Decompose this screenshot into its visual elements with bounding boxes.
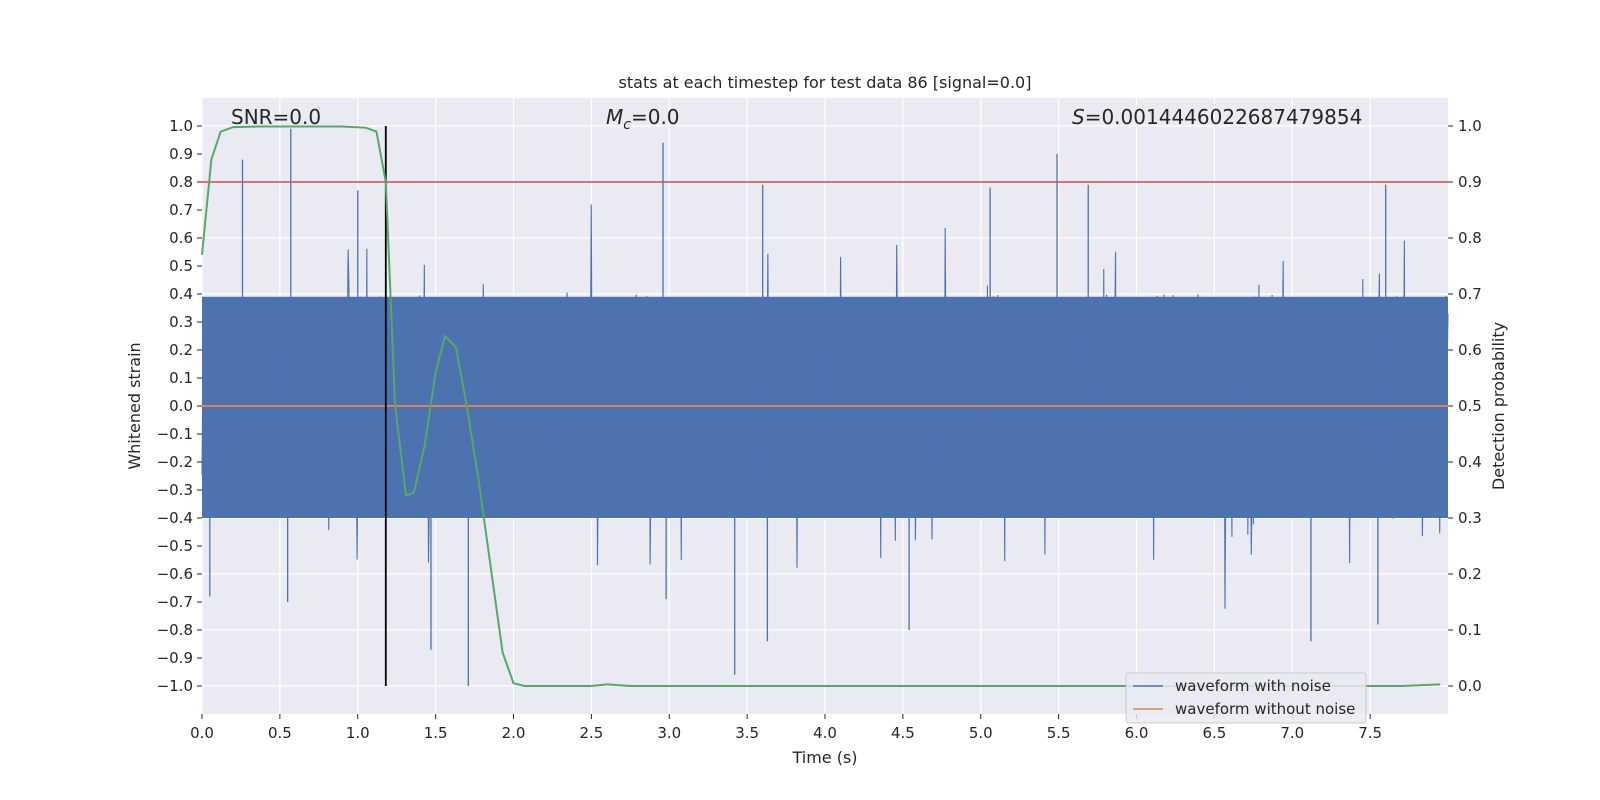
mc-annotation: Mc=0.0 xyxy=(606,105,680,133)
y-tick-label: −1.0 xyxy=(157,677,193,695)
y-tick-label: 1.0 xyxy=(169,117,193,135)
y2-tick-label: 0.9 xyxy=(1458,173,1482,191)
x-tick-label: 5.0 xyxy=(969,724,993,742)
x-axis-label: Time (s) xyxy=(791,748,857,767)
x-tick-label: 3.5 xyxy=(735,724,759,742)
y-tick-label: 0.3 xyxy=(169,313,193,331)
y-tick-label: 0.1 xyxy=(169,369,193,387)
y-tick-label: 0.0 xyxy=(169,397,193,415)
mc-value: =0.0 xyxy=(631,105,680,129)
y-axis-label: Whitened strain xyxy=(125,342,144,469)
snr-annotation: SNR=0.0 xyxy=(231,105,321,129)
x-tick-label: 2.0 xyxy=(502,724,526,742)
y-tick-label: 0.4 xyxy=(169,285,193,303)
s-symbol: S xyxy=(1072,105,1085,129)
y-axis-ticks: 1.0 0.9 0.8 0.7 0.6 0.5 0.4 0.3 0.2 0.1 0.0 −0.1 −0.… xyxy=(157,117,202,695)
y-tick-label: 0.2 xyxy=(169,341,193,359)
detection-probability-line xyxy=(201,125,1441,687)
y2-tick-label: 0.8 xyxy=(1458,229,1482,247)
x-tick-label: 3.0 xyxy=(657,724,681,742)
y2-tick-label: 0.6 xyxy=(1458,341,1482,359)
x-tick-label: 4.5 xyxy=(891,724,915,742)
y-tick-label: −0.3 xyxy=(157,481,193,499)
x-tick-label: 0.0 xyxy=(190,724,214,742)
legend-box xyxy=(1125,672,1367,724)
y2-tick-label: 0.0 xyxy=(1458,677,1482,695)
x-tick-label: 1.0 xyxy=(346,724,370,742)
y2-tick-label: 0.3 xyxy=(1458,509,1482,527)
x-tick-label: 4.0 xyxy=(813,724,837,742)
y-tick-label: −0.9 xyxy=(157,649,193,667)
y2-axis-ticks: 1.0 0.9 0.8 0.7 0.6 0.5 0.4 0.3 0.2 0.1 0.0 xyxy=(1448,117,1482,695)
x-tick-label: 0.5 xyxy=(268,724,292,742)
y2-tick-label: 0.2 xyxy=(1458,565,1482,583)
y-tick-label: 0.7 xyxy=(169,201,193,219)
s-annotation: S=0.0014446022687479854 xyxy=(1072,105,1362,129)
y-tick-label: −0.6 xyxy=(157,565,193,583)
x-tick-label: 6.0 xyxy=(1125,724,1149,742)
x-tick-label: 5.5 xyxy=(1047,724,1071,742)
y-tick-label: 0.6 xyxy=(169,229,193,247)
y-tick-label: −0.2 xyxy=(157,453,193,471)
chart-title: stats at each timestep for test data 86 … xyxy=(619,73,1032,92)
x-tick-label: 2.5 xyxy=(579,724,603,742)
y-tick-label: −0.1 xyxy=(157,425,193,443)
y2-axis-label: Detection probability xyxy=(1489,322,1508,490)
y-tick-label: −0.7 xyxy=(157,593,193,611)
x-tick-label: 7.5 xyxy=(1358,724,1382,742)
y2-tick-label: 0.1 xyxy=(1458,621,1482,639)
y-tick-label: −0.4 xyxy=(157,509,193,527)
x-tick-label: 1.5 xyxy=(424,724,448,742)
y2-tick-label: 0.5 xyxy=(1458,397,1482,415)
y-tick-label: −0.5 xyxy=(157,537,193,555)
y2-tick-label: 1.0 xyxy=(1458,117,1482,135)
chart-lines xyxy=(201,125,1448,687)
x-tick-label: 6.5 xyxy=(1202,724,1226,742)
y-tick-label: 0.8 xyxy=(169,173,193,191)
mc-symbol: M xyxy=(606,105,623,129)
s-value: =0.0014446022687479854 xyxy=(1085,105,1363,129)
mc-subscript: c xyxy=(623,117,631,133)
x-axis-ticks: 0.0 0.5 1.0 1.5 2.0 2.5 3.0 3.5 4.0 4.5 5.0 5.5 6.0 6… xyxy=(190,714,1382,742)
y2-tick-label: 0.4 xyxy=(1458,453,1482,471)
waveform-with-noise-series xyxy=(201,128,1449,686)
legend-label-noise: waveform with noise xyxy=(1175,677,1331,695)
noise-trace xyxy=(201,204,1449,609)
legend: waveform with noise waveform without noi… xyxy=(1125,672,1367,724)
x-tick-label: 7.0 xyxy=(1280,724,1304,742)
y-tick-label: 0.9 xyxy=(169,145,193,163)
y-tick-label: 0.5 xyxy=(169,257,193,275)
legend-label-clean: waveform without noise xyxy=(1175,700,1355,718)
y2-tick-label: 0.7 xyxy=(1458,285,1482,303)
y-tick-label: −0.8 xyxy=(157,621,193,639)
